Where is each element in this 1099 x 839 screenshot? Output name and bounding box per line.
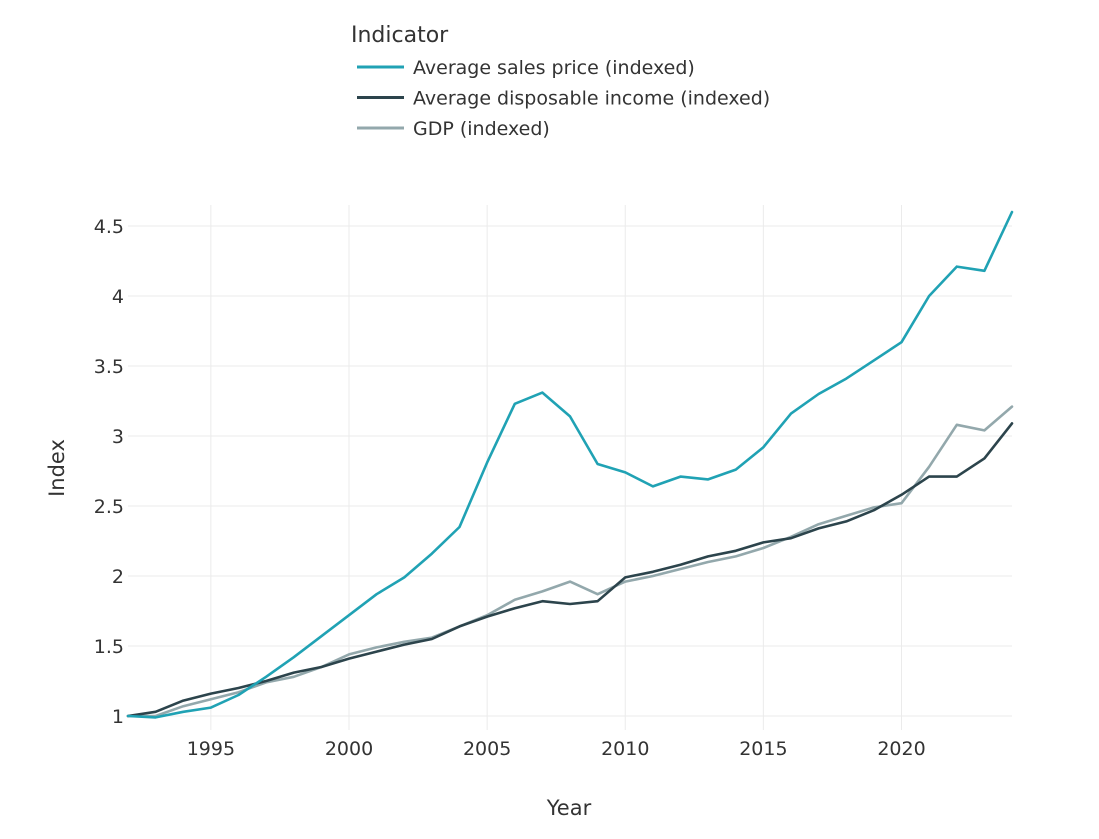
legend-title: Indicator <box>351 23 449 48</box>
x-axis: 1995 2000 2005 2010 2015 2020 <box>187 738 926 760</box>
x-tick-label: 2000 <box>325 738 373 760</box>
legend[interactable]: Indicator Average sales price (indexed) A… <box>351 23 770 140</box>
y-tick-label: 1 <box>112 706 124 728</box>
y-tick-label: 3.5 <box>94 356 124 378</box>
x-tick-label: 2005 <box>463 738 511 760</box>
x-gridlines <box>210 205 902 730</box>
y-tick-label: 3 <box>112 426 124 448</box>
legend-label: Average sales price (indexed) <box>413 57 695 79</box>
x-tick-label: 1995 <box>187 738 235 760</box>
y-tick-label: 2 <box>112 566 124 588</box>
legend-item[interactable]: GDP (indexed) <box>357 118 550 140</box>
y-gridlines <box>128 225 1012 717</box>
y-tick-label: 4.5 <box>94 216 124 238</box>
y-axis-title: Index <box>45 439 69 497</box>
legend-label: Average disposable income (indexed) <box>413 88 770 110</box>
series-line-average-sales-price-indexed[interactable] <box>126 210 1014 719</box>
x-tick-label: 2010 <box>601 738 649 760</box>
x-tick-label: 2020 <box>877 738 925 760</box>
y-tick-label: 2.5 <box>94 496 124 518</box>
series-line-average-disposable-income-indexed[interactable] <box>126 422 1014 718</box>
legend-item[interactable]: Average disposable income (indexed) <box>357 88 770 110</box>
x-tick-label: 2015 <box>739 738 787 760</box>
series-lines <box>126 210 1014 719</box>
series-line-gdp-indexed[interactable] <box>126 405 1014 718</box>
y-axis: 1 1.5 2 2.5 3 3.5 4 4.5 <box>94 216 124 728</box>
y-tick-label: 1.5 <box>94 636 124 658</box>
y-tick-label: 4 <box>112 286 124 308</box>
x-axis-title: Year <box>546 796 592 820</box>
legend-label: GDP (indexed) <box>413 118 550 140</box>
legend-item[interactable]: Average sales price (indexed) <box>357 57 695 79</box>
